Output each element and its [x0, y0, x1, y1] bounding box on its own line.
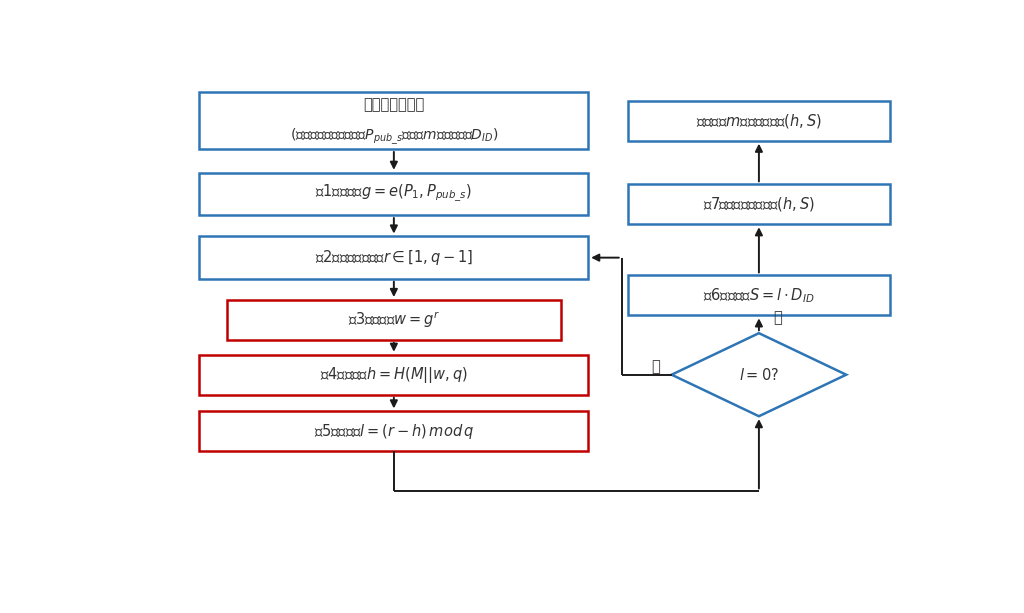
Text: 第3步：计算$w = g^r$: 第3步：计算$w = g^r$ [348, 310, 440, 330]
Text: 是: 是 [651, 359, 659, 374]
Text: 第2步：产生随机数$r\in[1,q-1]$: 第2步：产生随机数$r\in[1,q-1]$ [314, 248, 473, 267]
Text: 输出消息$m$及其数字签名$(h,S)$: 输出消息$m$及其数字签名$(h,S)$ [696, 112, 822, 130]
FancyBboxPatch shape [200, 237, 588, 279]
FancyBboxPatch shape [628, 275, 890, 316]
FancyBboxPatch shape [200, 355, 588, 395]
FancyBboxPatch shape [200, 173, 588, 215]
FancyBboxPatch shape [200, 93, 588, 149]
FancyBboxPatch shape [227, 300, 560, 340]
FancyBboxPatch shape [628, 101, 890, 141]
FancyBboxPatch shape [200, 411, 588, 451]
Text: 用户的原始数据: 用户的原始数据 [364, 97, 425, 112]
Text: (系统参数、签名主公钥$P_{pub\_s}$、消息$m$和签名密钥$D_{ID}$): (系统参数、签名主公钥$P_{pub\_s}$、消息$m$和签名密钥$D_{ID… [290, 126, 498, 147]
Text: 第4步：计算$h = H(M||w,q)$: 第4步：计算$h = H(M||w,q)$ [319, 365, 468, 385]
Text: 第1步：计算$g = e(P_1,P_{pub\_s})$: 第1步：计算$g = e(P_1,P_{pub\_s})$ [315, 183, 472, 204]
Polygon shape [672, 333, 846, 416]
Text: 第6步：计算$S = l\cdot D_{ID}$: 第6步：计算$S = l\cdot D_{ID}$ [703, 286, 815, 305]
FancyBboxPatch shape [628, 185, 890, 224]
Text: 第5步：计算$l = (r-h)\,mod\,q$: 第5步：计算$l = (r-h)\,mod\,q$ [313, 422, 474, 441]
Text: 第7步：确定数字签名$(h,S)$: 第7步：确定数字签名$(h,S)$ [703, 196, 815, 213]
Text: 否: 否 [773, 310, 782, 325]
Text: $l=0$?: $l=0$? [739, 367, 779, 383]
